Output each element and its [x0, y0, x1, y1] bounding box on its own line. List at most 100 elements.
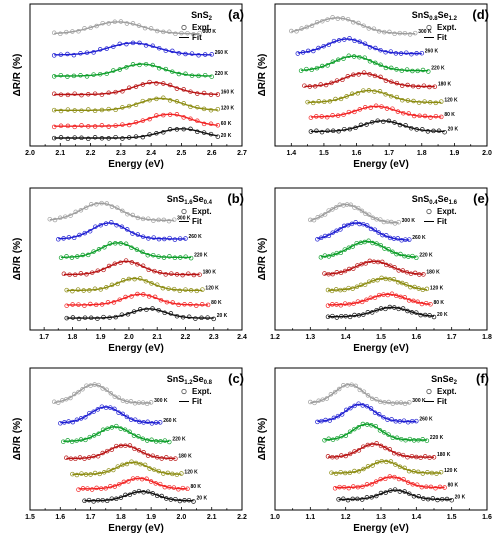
expt-point — [61, 439, 66, 444]
expt-point — [327, 99, 333, 104]
expt-point — [428, 484, 434, 490]
expt-point — [351, 266, 356, 271]
expt-point — [346, 245, 352, 251]
expt-point — [205, 302, 211, 308]
expt-point — [115, 281, 120, 287]
expt-point — [51, 399, 57, 405]
expt-point — [419, 301, 425, 307]
expt-point — [94, 202, 99, 207]
expt-point — [178, 255, 183, 260]
expt-point — [322, 99, 327, 105]
expt-point — [56, 237, 61, 242]
expt-point — [438, 469, 444, 475]
expt-point — [378, 490, 384, 496]
expt-point — [161, 130, 166, 135]
expt-point — [147, 97, 152, 103]
expt-point — [72, 135, 77, 140]
x-tick-label: 2.3 — [209, 334, 219, 341]
expt-point — [91, 72, 96, 77]
expt-point — [410, 482, 415, 487]
fit-line — [304, 72, 435, 88]
legend-expt-marker — [181, 24, 187, 31]
expt-point — [407, 32, 413, 37]
expt-point — [385, 292, 391, 298]
title-sub1: 1.2 — [184, 380, 193, 386]
expt-point — [336, 497, 341, 502]
expt-point — [114, 205, 120, 210]
expt-point — [145, 453, 151, 458]
expt-point — [180, 485, 186, 491]
expt-point — [174, 99, 180, 104]
expt-point — [124, 41, 129, 47]
expt-point — [414, 482, 420, 487]
expt-point — [144, 438, 150, 443]
expt-point — [96, 247, 102, 252]
expt-point — [75, 254, 80, 259]
expt-point — [325, 287, 331, 293]
expt-point — [346, 109, 352, 115]
expt-point — [399, 280, 405, 286]
x-tick-label: 2.1 — [207, 514, 217, 521]
expt-point — [334, 78, 340, 83]
expt-point — [354, 284, 360, 290]
fit-line — [54, 128, 218, 139]
expt-point — [51, 135, 57, 141]
expt-point — [205, 315, 210, 320]
x-tick-label: 1.8 — [417, 150, 427, 157]
expt-point — [109, 447, 115, 452]
expt-point — [161, 471, 166, 476]
expt-point — [373, 45, 378, 51]
expt-point — [302, 83, 307, 88]
expt-point — [64, 287, 69, 293]
composition-title: SnS1.6Se0.4 — [167, 194, 213, 206]
expt-point — [404, 269, 410, 275]
expt-point — [156, 307, 161, 313]
expt-point — [316, 99, 322, 104]
series-20k: 20 K — [308, 118, 459, 135]
expt-point — [400, 306, 406, 311]
expt-point — [338, 96, 344, 102]
expt-point — [113, 314, 118, 320]
expt-point — [405, 419, 411, 425]
expt-point — [400, 97, 405, 103]
expt-point — [423, 300, 429, 306]
expt-point — [396, 476, 402, 482]
expt-point — [92, 91, 98, 96]
expt-point — [136, 434, 141, 439]
expt-point — [420, 67, 426, 73]
expt-point — [64, 455, 69, 461]
expt-point — [323, 82, 329, 88]
expt-point — [355, 263, 360, 268]
expt-point — [427, 84, 432, 90]
expt-point — [174, 86, 180, 91]
expt-point — [368, 406, 374, 411]
expt-point — [72, 91, 77, 96]
expt-point — [151, 467, 157, 472]
expt-point — [294, 29, 299, 34]
expt-point — [424, 438, 430, 443]
expt-point — [378, 217, 383, 222]
series-120k: 120 K — [51, 95, 235, 114]
expt-point — [394, 80, 400, 86]
composition-title: SnS1.2Se0.8 — [167, 374, 213, 386]
expt-point — [376, 230, 381, 235]
expt-point — [112, 394, 118, 399]
expt-point — [149, 421, 155, 426]
expt-point — [88, 301, 93, 307]
expt-point — [104, 285, 109, 290]
temperature-label: 180 K — [438, 82, 452, 88]
expt-point — [390, 401, 396, 406]
x-tick-label: 1.0 — [270, 514, 280, 521]
expt-point — [402, 465, 407, 471]
expt-point — [411, 98, 416, 104]
expt-point — [314, 19, 320, 25]
expt-point — [75, 287, 81, 292]
expt-point — [347, 301, 352, 307]
expt-point — [114, 423, 119, 429]
expt-point — [124, 21, 130, 26]
expt-point — [168, 497, 174, 502]
expt-point — [361, 88, 366, 93]
expt-point — [51, 107, 57, 113]
expt-point — [66, 235, 72, 240]
expt-point — [378, 443, 384, 449]
